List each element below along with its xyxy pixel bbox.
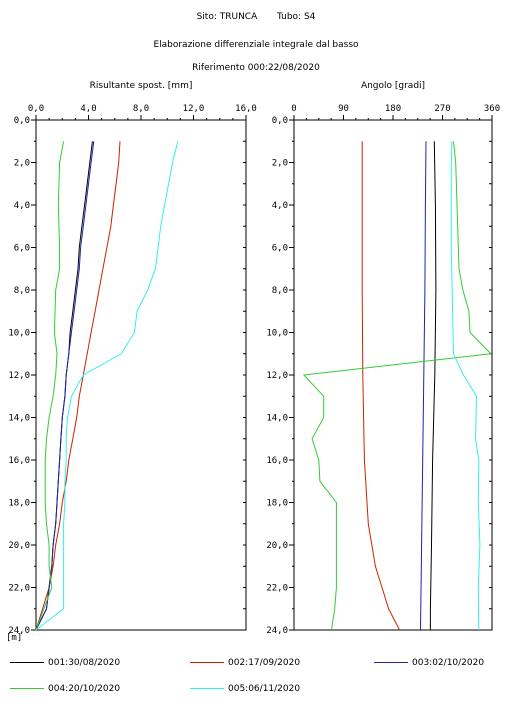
angle-series-line-5 <box>450 141 481 631</box>
reference-label: Riferimento 000:22/08/2020 <box>192 63 320 73</box>
angle-y-tick-label: 0,0 <box>272 116 288 126</box>
disp-x-tick-label: 16,0 <box>235 104 257 114</box>
disp-y-tick-label: 8,0 <box>14 286 30 296</box>
angle-y-tick-label: 24,0 <box>266 626 288 636</box>
angle-y-tick-label: 16,0 <box>266 456 288 466</box>
header-site-tube: Sito: TRUNCA Tubo: S4 <box>0 12 512 22</box>
angle-x-tick-label: 180 <box>385 104 401 114</box>
disp-y-tick-label: 14,0 <box>8 414 30 424</box>
angle-y-tick-label: 10,0 <box>266 329 288 339</box>
angle-y-tick-label: 12,0 <box>266 371 288 381</box>
disp-y-tick-label: 2,0 <box>14 159 30 169</box>
angle-series-line-1 <box>429 141 437 630</box>
legend-swatch <box>374 662 408 663</box>
disp-y-tick-label: 16,0 <box>8 456 30 466</box>
legend-swatch <box>10 688 44 689</box>
disp-y-tick-label: 4,0 <box>14 201 30 211</box>
disp-series-line-3 <box>35 141 95 631</box>
legend-item: 003:02/10/2020 <box>374 658 484 668</box>
legend-swatch <box>190 688 224 689</box>
disp-y-unit-label: [m] <box>6 633 22 643</box>
disp-y-tick-label: 6,0 <box>14 244 30 254</box>
legend-item: 004:20/10/2020 <box>10 684 120 694</box>
angle-x-tick-label: 0 <box>291 104 296 114</box>
site-label: Sito: TRUNCA <box>196 12 258 22</box>
disp-y-tick-label: 10,0 <box>8 329 30 339</box>
disp-x-tick-label: 4,0 <box>80 104 96 114</box>
disp-y-tick-label: 20,0 <box>8 541 30 551</box>
angle-series-line-4 <box>302 141 492 631</box>
angle-plot-frame <box>293 119 493 631</box>
legend-item: 005:06/11/2020 <box>190 684 300 694</box>
disp-series-line-2 <box>35 141 121 631</box>
disp-y-tick-label: 24,0 <box>8 626 30 636</box>
disp-series-line-1 <box>35 141 93 631</box>
angle-series-line-2 <box>361 141 401 631</box>
angle-y-tick-label: 14,0 <box>266 414 288 424</box>
legend-label: 005:06/11/2020 <box>228 684 301 694</box>
angle-y-tick-label: 8,0 <box>272 286 288 296</box>
angle-series-line-3 <box>420 141 427 631</box>
tube-label: Tubo: S4 <box>277 12 316 22</box>
legend-label: 003:02/10/2020 <box>412 658 485 668</box>
angle-y-tick-label: 18,0 <box>266 499 288 509</box>
angle-y-tick-label: 20,0 <box>266 541 288 551</box>
angle-y-tick-label: 4,0 <box>272 201 288 211</box>
disp-y-tick-label: 18,0 <box>8 499 30 509</box>
angle-y-tick-label: 2,0 <box>272 159 288 169</box>
disp-x-tick-label: 12,0 <box>183 104 205 114</box>
angle-chart-title: Angolo [gradi] <box>361 81 425 91</box>
angle-x-tick-label: 270 <box>434 104 450 114</box>
legend-label: 004:20/10/2020 <box>48 684 121 694</box>
angle-x-tick-label: 90 <box>338 104 349 114</box>
angle-x-tick-label: 360 <box>484 104 500 114</box>
angle-y-tick-label: 22,0 <box>266 584 288 594</box>
disp-x-tick-label: 8,0 <box>133 104 149 114</box>
disp-plot-frame <box>35 119 247 631</box>
disp-y-tick-label: 0,0 <box>14 116 30 126</box>
legend-label: 002:17/09/2020 <box>228 658 301 668</box>
disp-x-tick-label: 0,0 <box>28 104 44 114</box>
disp-series-line-5 <box>35 141 179 631</box>
legend-item: 002:17/09/2020 <box>190 658 300 668</box>
legend-swatch <box>190 662 224 663</box>
disp-chart-title: Risultante spost. [mm] <box>90 81 193 91</box>
disp-series-line-4 <box>35 141 65 631</box>
legend-label: 001:30/08/2020 <box>48 658 121 668</box>
angle-y-tick-label: 6,0 <box>272 244 288 254</box>
legend-swatch <box>10 662 44 663</box>
legend-item: 001:30/08/2020 <box>10 658 120 668</box>
elaboration-label: Elaborazione differenziale integrale dal… <box>153 40 359 50</box>
disp-y-tick-label: 22,0 <box>8 584 30 594</box>
disp-y-tick-label: 12,0 <box>8 371 30 381</box>
